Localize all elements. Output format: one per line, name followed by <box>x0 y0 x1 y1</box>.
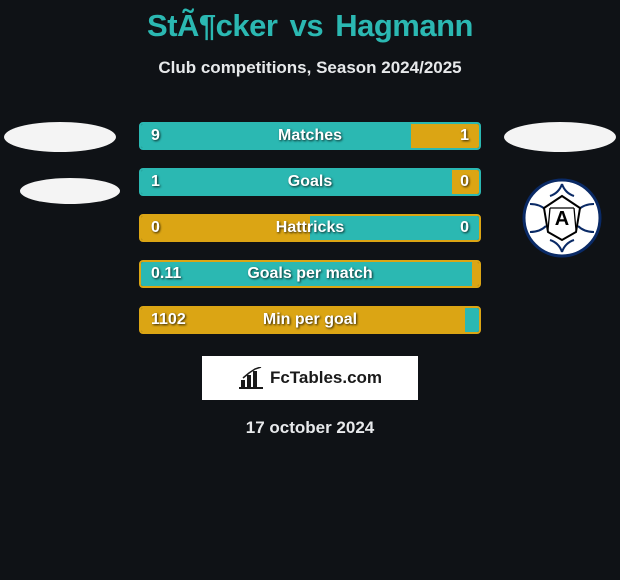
stat-row: 9 1 Matches <box>139 122 481 150</box>
placeholder-oval-left-2 <box>20 178 120 204</box>
bar-right <box>472 262 479 286</box>
stat-label: Hattricks <box>276 219 344 237</box>
stat-label: Goals <box>288 173 332 191</box>
bar-chart-icon <box>238 367 264 389</box>
watermark: FcTables.com <box>202 356 418 400</box>
date-text: 17 october 2024 <box>0 418 620 438</box>
stat-value-left: 0 <box>151 219 160 237</box>
stat-value-left: 1102 <box>151 311 186 329</box>
stat-value-left: 9 <box>151 127 160 145</box>
stat-value-right: 0 <box>460 219 469 237</box>
placeholder-oval-right-1 <box>504 122 616 152</box>
svg-text:A: A <box>555 208 569 230</box>
placeholder-oval-left-1 <box>4 122 116 152</box>
stat-value-left: 0.11 <box>151 265 181 283</box>
stat-row: 1 0 Goals <box>139 168 481 196</box>
stat-label: Min per goal <box>263 311 357 329</box>
stat-value-left: 1 <box>151 173 160 191</box>
vs-separator: vs <box>290 8 323 43</box>
watermark-text: FcTables.com <box>270 368 382 388</box>
stat-value-right: 0 <box>460 173 469 191</box>
stat-row: 0 0 Hattricks <box>139 214 481 242</box>
crest-icon: A <box>522 178 602 258</box>
player1-name: StÃ¶cker <box>147 8 277 43</box>
subtitle: Club competitions, Season 2024/2025 <box>0 58 620 78</box>
stat-label: Matches <box>278 127 342 145</box>
player2-name: Hagmann <box>335 8 473 43</box>
bar-right <box>465 308 479 332</box>
club-crest: A <box>522 178 602 258</box>
bar-left <box>141 124 411 148</box>
stat-value-right: 1 <box>460 127 469 145</box>
stat-label: Goals per match <box>247 265 372 283</box>
stat-row: 1102 Min per goal <box>139 306 481 334</box>
stat-row: 0.11 Goals per match <box>139 260 481 288</box>
comparison-title: StÃ¶cker vs Hagmann <box>0 8 620 44</box>
